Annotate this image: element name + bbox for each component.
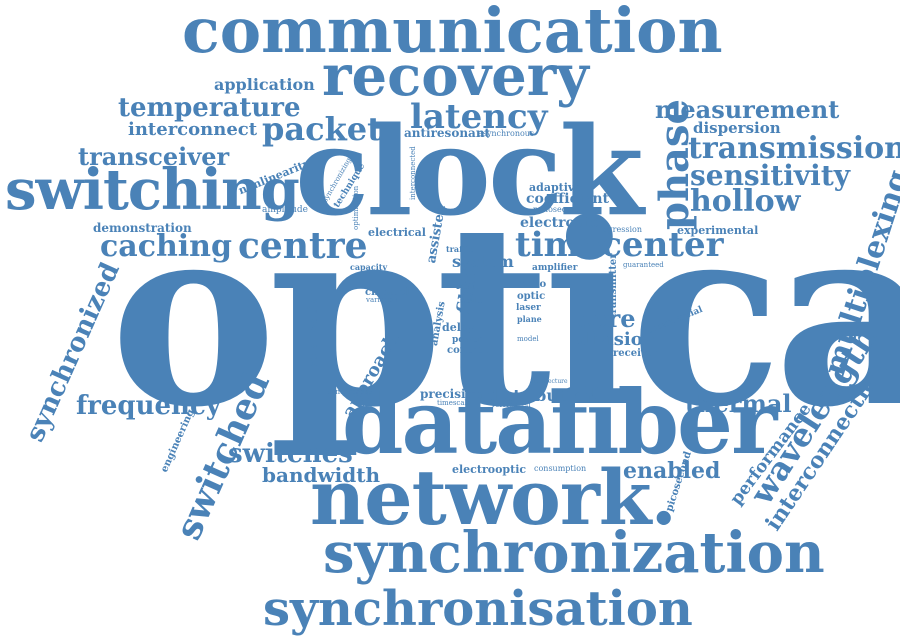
- word-traffic: traffic: [446, 244, 474, 254]
- word-datafiber: datafiber: [342, 370, 777, 474]
- word-synchronous: synchronous: [328, 388, 373, 396]
- word-plane: plane: [517, 314, 542, 324]
- word-polarization: polarization: [306, 288, 320, 370]
- word-scale: scale: [460, 295, 483, 305]
- word-channel: channel: [365, 287, 410, 298]
- word-synchronisation: synchronisation: [263, 581, 693, 637]
- word-network: network.: [310, 453, 677, 542]
- word-timecenter: timecenter: [515, 225, 724, 265]
- word-nanosecond: nanosecond: [533, 205, 582, 214]
- word-transceiver: transceiver: [78, 142, 230, 171]
- word-packet: packet: [262, 110, 382, 148]
- word-dispersion: dispersion: [693, 119, 781, 137]
- word-regression: regression: [599, 225, 642, 234]
- word-capacity: capacity: [350, 262, 388, 272]
- word-latency: latency: [410, 97, 548, 137]
- word-optimisation: optimisation: [352, 185, 360, 230]
- word-optic: optic: [517, 291, 546, 302]
- word-caching: caching: [100, 229, 232, 264]
- word-laser: laser: [516, 303, 541, 313]
- word-interconnected: interconnected: [409, 146, 417, 200]
- word-antiresonant: antiresonant: [404, 126, 491, 140]
- word-division: division: [577, 329, 656, 350]
- word-sensitivity: sensitivity: [690, 159, 851, 192]
- word-electrical: electrical: [368, 226, 426, 239]
- word-transmission: transmission: [688, 131, 900, 166]
- word-transmitter: transmitter: [608, 253, 619, 318]
- word-real: real: [456, 281, 478, 292]
- word-referenced: referenced: [492, 401, 531, 409]
- word-coefficient: coefficient: [526, 191, 609, 207]
- word-radio: radio: [517, 279, 547, 290]
- word-variation: variation: [366, 296, 398, 304]
- word-system: system: [452, 252, 514, 271]
- word-temperature: temperature: [118, 93, 301, 123]
- word-switches: switches: [228, 439, 353, 469]
- word-delay: delay: [442, 321, 475, 334]
- word-recovery: recovery: [322, 43, 589, 109]
- word-optical: optical: [110, 168, 900, 462]
- word-clock: clock: [295, 99, 644, 243]
- word-asynchronous: asynchronous: [478, 129, 535, 138]
- word-switching: switching: [5, 157, 300, 223]
- word-electrooptic: electrooptic: [452, 463, 527, 476]
- word-core: core: [577, 304, 636, 333]
- word-amplifier: amplifier: [532, 263, 578, 273]
- word-architecture: architecture: [530, 378, 568, 385]
- word-bandwidth: bandwidth: [262, 463, 381, 487]
- word-communication: communication: [182, 0, 723, 67]
- word-experimental: experimental: [677, 224, 759, 237]
- word-guaranteed: guaranteed: [623, 261, 664, 269]
- word-measurement: measurement: [655, 95, 840, 124]
- word-precision: precision: [420, 387, 483, 401]
- word-synchronization: synchronization: [323, 520, 825, 586]
- word-consumption: consumption: [534, 464, 587, 473]
- word-receiver: receiver: [613, 348, 659, 359]
- word-timescale: timescale: [437, 399, 471, 407]
- word-enabled: enabled: [623, 458, 721, 484]
- word-adaptive: adaptive: [529, 181, 582, 194]
- word-centre: centre: [238, 225, 368, 267]
- word-thermal: thermal: [685, 389, 792, 418]
- word-electronic: electronic: [520, 215, 599, 231]
- word-power: power: [452, 335, 483, 345]
- word-frequency: frequency: [76, 391, 221, 421]
- word-interconnect: interconnect: [128, 119, 258, 140]
- word-demonstration: demonstration: [93, 221, 192, 235]
- word-distribution: distribution: [487, 386, 594, 405]
- word-amplitude: amplitude: [262, 205, 308, 215]
- word-control: control: [447, 345, 488, 356]
- word-application: application: [214, 75, 315, 94]
- word-model: model: [517, 335, 539, 343]
- word-hollow: hollow: [690, 184, 801, 219]
